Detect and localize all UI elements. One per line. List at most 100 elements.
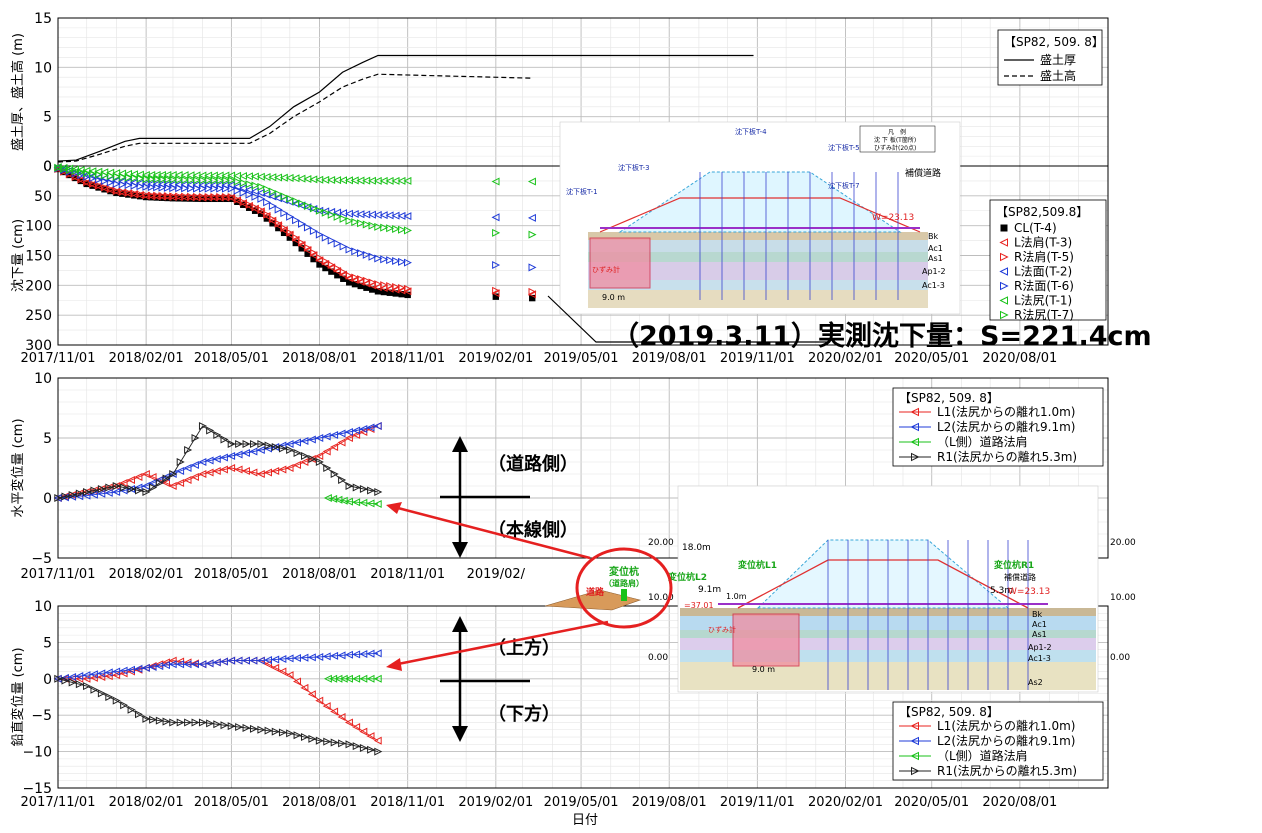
settlement-point-4 (286, 212, 295, 221)
settlement-ytick-ytick: 250 (25, 308, 52, 324)
vertical-point-1 (97, 669, 106, 678)
horizontal-point-3 (278, 444, 287, 453)
horizontal-point-3 (374, 487, 383, 497)
fill-ytick-ytick: 15 (34, 11, 52, 27)
settlement-point-0 (257, 210, 265, 217)
horizontal-point-0 (300, 457, 309, 467)
horizontal-point-3 (367, 486, 376, 495)
horizontal-point-1 (97, 489, 106, 498)
callout: 変位杭（道路肩）道路 (386, 502, 673, 671)
settlement-ytick-ytick: 200 (25, 278, 52, 294)
settlement-point-4 (280, 209, 289, 218)
settlement-point-6 (251, 181, 260, 190)
horizontal-point-3 (227, 439, 236, 449)
settlement-point-0 (328, 268, 335, 275)
settlement-point-0 (374, 288, 382, 295)
callout-arrowhead-2 (386, 658, 402, 671)
vertical-point-2 (334, 674, 343, 683)
horizontal-point-3 (213, 430, 222, 440)
vertical-point-1 (300, 653, 309, 662)
settlement-point-4 (239, 188, 248, 197)
horizontal-point-1 (60, 493, 69, 502)
settlement-point-6 (130, 174, 139, 183)
settlement-legend-marker (999, 267, 1008, 276)
vertical-point-1 (271, 655, 280, 664)
settlement-xtick: 2018/02/01 (109, 351, 184, 366)
settlement-point-6 (147, 175, 156, 184)
settlement-point-4 (492, 261, 501, 270)
cs-small-label: Ac1-3 (922, 281, 945, 290)
vertical-arrow-head-up (452, 616, 468, 632)
settlement-point-4 (333, 239, 342, 248)
settlement-point-5 (491, 177, 500, 186)
vertical-point-3 (249, 724, 258, 733)
settlement-point-2 (274, 219, 283, 228)
horizontal-point-0 (212, 466, 221, 476)
vertical-legend-entry: L1(法尻からの離れ1.0m) (937, 719, 1075, 733)
vertical-point-3 (105, 692, 114, 702)
settlement-ytick-ytick: 50 (34, 189, 52, 205)
horizontal-xtick: 2018/02/01 (109, 567, 184, 582)
horizontal-legend-entry: L2(法尻からの離れ9.1m) (937, 420, 1075, 434)
horizontal-point-1 (359, 424, 368, 434)
settlement-legend-entry: R法尻(T-7) (1014, 308, 1074, 322)
callout-arrow-2 (397, 620, 609, 666)
vertical-point-0 (263, 660, 272, 669)
settlement-legend-entry: R法面(T-6) (1014, 279, 1074, 293)
vertical-point-3 (191, 718, 200, 727)
vertical-legend-entry: （L側）道路法肩 (937, 748, 1028, 763)
horizontal-xtick: 2018/08/01 (282, 567, 357, 582)
settlement-point-4 (221, 184, 230, 193)
settlement-point-4 (528, 263, 537, 272)
settlement-point-6 (303, 201, 312, 210)
vertical-point-1 (148, 662, 157, 671)
vertical-point-3 (83, 682, 92, 691)
settlement-point-0 (280, 229, 288, 237)
vertical-point-3 (54, 674, 63, 683)
vertical-point-3 (90, 685, 99, 694)
settlement-point-2 (142, 191, 151, 200)
horizontal-point-0 (148, 472, 157, 482)
settlement-point-6 (392, 224, 401, 234)
vertical-point-1 (366, 649, 375, 658)
cross-section-large: 20.00 20.00 10.00 10.00 0.00 0.00 18.0m 9.1m 1.0… (648, 485, 1136, 693)
settlement-point-4 (257, 194, 266, 203)
horizontal-point-3 (54, 493, 63, 503)
settlement-point-2 (327, 261, 336, 270)
horizontal-point-3 (315, 457, 324, 467)
settlement-point-6 (158, 175, 167, 184)
horizontal-point-3 (249, 439, 258, 449)
settlement-point-5 (527, 177, 536, 186)
settlement-point-6 (386, 224, 395, 233)
settlement-point-2 (193, 192, 202, 201)
horizontal-point-2 (359, 498, 368, 507)
vertical-point-2 (339, 674, 348, 683)
horizontal-point-3 (308, 454, 317, 464)
arrow-label-down: （下方） (488, 703, 560, 725)
settlement-point-4 (163, 183, 172, 192)
horizontal-arrow-head-up (452, 436, 468, 452)
vertical-point-0 (337, 713, 346, 722)
vertical-point-3 (227, 722, 236, 731)
vertical-point-1 (330, 651, 339, 660)
settlement-point-4 (362, 250, 371, 259)
cs-small-label: Ap1-2 (922, 267, 946, 276)
cs-large-label: 0.00 (1110, 653, 1130, 663)
vertical-xtick: 2019/02/01 (458, 795, 533, 810)
settlement-point-6 (204, 176, 213, 185)
settlement-point-6 (142, 175, 151, 184)
settlement-point-0 (392, 290, 400, 297)
horizontal-point-3 (293, 448, 302, 458)
settlement-point-6 (118, 173, 127, 182)
settlement-point-3 (250, 187, 259, 196)
cs-small-layer (588, 262, 928, 280)
horizontal-point-0 (134, 472, 143, 482)
settlement-point-2 (263, 210, 272, 219)
horizontal-point-0 (234, 465, 243, 474)
fill-legend-title: 【SP82, 509. 8】 (1004, 35, 1104, 49)
settlement-point-0 (346, 279, 353, 286)
cs-small-label: 沈 下 板(T箇所) (874, 136, 916, 144)
vertical-point-0 (373, 736, 382, 745)
cs-large-label: 変位杭L2 (668, 571, 707, 583)
settlement-point-4 (136, 182, 145, 191)
